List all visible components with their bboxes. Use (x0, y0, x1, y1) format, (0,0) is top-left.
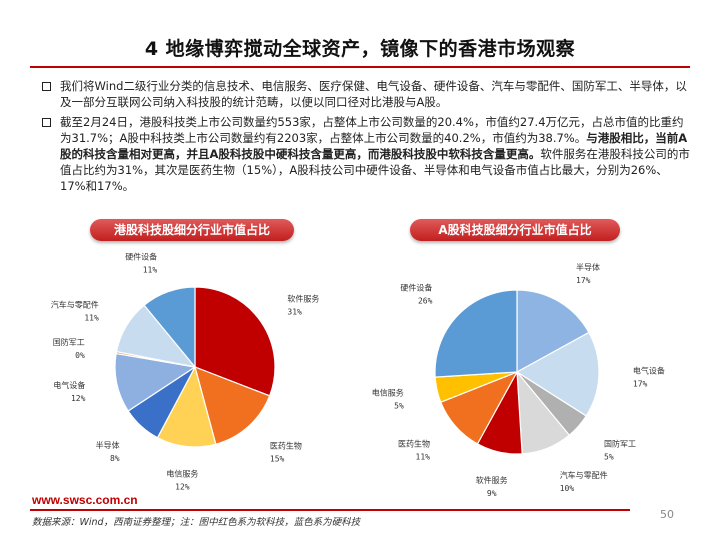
pie-slice (194, 366, 271, 445)
footer-url: www.swsc.com.cn (32, 493, 138, 507)
slice-percent: 11% (143, 266, 158, 275)
slice-percent: 17% (633, 380, 648, 389)
pie-slice (114, 352, 197, 412)
checkbox-bullet-icon (42, 118, 51, 127)
slice-percent: 15% (270, 454, 285, 463)
pie-slice (515, 331, 600, 417)
slice-label: 医药生物 (398, 439, 430, 449)
slice-label: 国防军工 (604, 439, 636, 449)
slice-label: 电气设备 (53, 380, 85, 390)
slice-percent: 31% (287, 308, 302, 317)
slice-percent: 10% (560, 484, 575, 493)
slice-label: 电信服务 (166, 468, 198, 478)
slice-percent: 9% (487, 489, 497, 498)
page-title: 4 地缘博弈搅动全球资产，镜像下的香港市场观察 (144, 38, 576, 60)
slice-percent: 8% (110, 454, 120, 463)
pie-slice (516, 289, 590, 374)
bullet-text: 我们将Wind二级行业分类的信息技术、电信服务、医疗保健、电气设备、硬件设备、汽… (60, 79, 687, 109)
slice-label: 汽车与零配件 (560, 470, 608, 480)
title-divider (30, 66, 690, 68)
bullet-item: 截至2月24日，港股科技类上市公司数量约553家，占整体上市公司数量的20.4%… (30, 114, 690, 194)
hk-chart-title: 港股科技股细分行业市值占比 (90, 219, 294, 241)
slice-percent: 11% (416, 453, 431, 462)
slice-label: 电气设备 (633, 366, 665, 376)
bullet-bold-text: 与港股相比，当前A股的科技含量相对更高，并且A股科技股中硬科技含量更高，而港股科… (60, 131, 688, 161)
slice-percent: 5% (604, 453, 614, 462)
a-pie-chart: 半导体 17% 电气设备 17% 国防军工 5% 汽车与零配件 10% 软件服务 9% 医药生物 11… (372, 262, 665, 498)
slice-percent: 12% (175, 482, 190, 491)
pie-slice (434, 289, 518, 378)
slice-label: 国防军工 (53, 337, 85, 347)
slice-percent: 0% (75, 351, 85, 360)
slice-label: 软件服务 (476, 475, 508, 485)
a-chart-title: A股科技股细分行业市值占比 (410, 219, 620, 241)
bullet-text: 截至2月24日，港股科技类上市公司数量约553家，占整体上市公司数量的20.4%… (60, 115, 684, 145)
slice-percent: 17% (576, 276, 591, 285)
slice-percent: 26% (418, 297, 433, 306)
slice-label: 硬件设备 (125, 252, 157, 262)
bullet-text-tail: 软件服务在港股科技公司的市值占比约为31%，其次是医药生物（15%），A股科技公… (60, 147, 690, 193)
checkbox-bullet-icon (42, 82, 51, 91)
pie-slice (143, 286, 196, 369)
footer-divider (30, 509, 630, 511)
slice-label: 硬件设备 (400, 283, 432, 293)
slice-percent: 12% (71, 394, 86, 403)
page-number: 50 (660, 508, 674, 521)
pie-slice (194, 286, 276, 397)
hk-pie-chart: 软件服务 31% 医药生物 15% 电信服务 12% 半导体 8% 电气设备 12% 国防军工 0% 汽… (51, 252, 320, 492)
bullet-item: 我们将Wind二级行业分类的信息技术、电信服务、医疗保健、电气设备、硬件设备、汽… (30, 78, 690, 110)
slice-label: 汽车与零配件 (51, 300, 99, 310)
slice-label: 软件服务 (287, 294, 319, 304)
slice-percent: 11% (84, 314, 99, 323)
data-source-note: 数据来源：Wind，西南证券整理；注：图中红色系为软科技，蓝色系为硬科技 (32, 517, 361, 528)
slice-label: 医药生物 (270, 440, 302, 450)
slice-label: 半导体 (576, 262, 600, 272)
slice-label: 电信服务 (372, 387, 404, 397)
slice-label: 半导体 (96, 440, 120, 450)
slice-percent: 5% (394, 401, 404, 410)
pie-slice (156, 365, 217, 448)
bullet-list: 我们将Wind二级行业分类的信息技术、电信服务、医疗保健、电气设备、硬件设备、汽… (30, 78, 690, 198)
